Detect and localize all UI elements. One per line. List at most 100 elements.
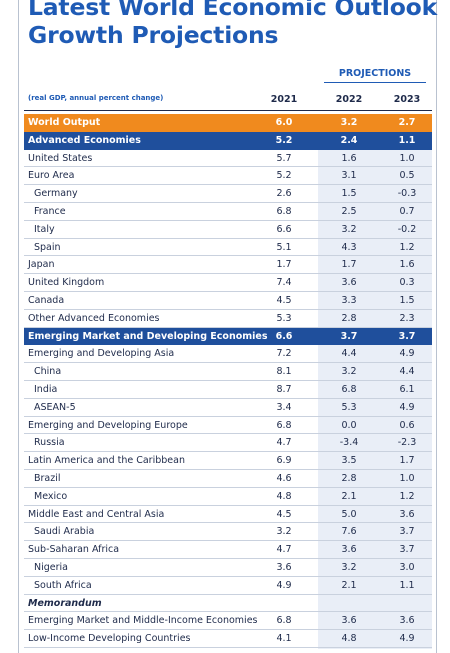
row-label: Brazil (34, 472, 61, 484)
cell-2021: 6.0 (275, 117, 293, 128)
table-row: South Africa 4.9 2.1 1.1 (24, 577, 432, 595)
row-label: France (34, 205, 66, 217)
cell-2022: 2.4 (340, 134, 358, 146)
cell-2021: 6.6 (276, 223, 292, 235)
cell-2022: 3.2 (341, 561, 357, 573)
cell-2022: 3.2 (341, 223, 357, 235)
row-label: Russia (34, 437, 65, 449)
cell-2022: 3.6 (341, 615, 357, 627)
cell-2022: 6.8 (341, 383, 357, 395)
cell-2021: 4.9 (276, 579, 292, 591)
table-row: Latin America and the Caribbean 6.9 3.5 1.7 (24, 452, 432, 470)
table-row: Emerging and Developing Europe 6.8 0.0 0.6 (24, 417, 432, 435)
cell-2021: 5.1 (276, 241, 292, 253)
cell-2023: 4.9 (399, 401, 415, 413)
row-label: Memorandum (28, 597, 102, 609)
cell-2023: -0.3 (397, 188, 417, 200)
table-row: ASEAN-5 3.4 5.3 4.9 (24, 399, 432, 417)
table-row: Euro Area 5.2 3.1 0.5 (24, 167, 432, 186)
table-row: Emerging and Developing Asia 7.2 4.4 4.9 (24, 345, 432, 364)
cell-2021: 4.6 (276, 472, 292, 484)
row-label: Germany (34, 188, 78, 200)
cell-2021: 6.8 (276, 615, 292, 627)
table-row: Italy 6.6 3.2 -0.2 (24, 221, 432, 239)
table-row: Mexico 4.8 2.1 1.2 (24, 488, 432, 506)
cell-2021: 4.5 (276, 508, 292, 520)
cell-2023: 4.9 (399, 633, 415, 645)
cell-2022: 1.6 (341, 152, 357, 164)
cell-2021: 5.2 (275, 134, 293, 146)
table-row: Emerging Market and Developing Economies… (24, 327, 432, 346)
cell-2021: 4.7 (276, 437, 292, 449)
cell-2023: 0.3 (399, 277, 415, 289)
cell-2021: 8.1 (276, 366, 292, 378)
cell-2021: 3.2 (276, 526, 292, 538)
card-right-edge (436, 0, 437, 653)
table-row: Sub-Saharan Africa 4.7 3.6 3.7 (24, 541, 432, 559)
cell-2022: 3.5 (341, 455, 357, 467)
cell-2023: 1.0 (399, 472, 415, 484)
row-label: Emerging Market and Developing Economies (28, 330, 268, 342)
table-row: India 8.7 6.8 6.1 (24, 381, 432, 399)
table-row: Germany 2.6 1.5 -0.3 (24, 185, 432, 203)
cell-2023: 6.1 (399, 383, 415, 395)
table-row: United States 5.7 1.6 1.0 (24, 150, 432, 168)
cell-2023: -0.2 (397, 223, 417, 235)
page-title: Latest World Economic Outlook Growth Pro… (28, 0, 438, 49)
row-label: Latin America and the Caribbean (28, 455, 185, 467)
cell-2021: 6.9 (276, 455, 292, 467)
cell-2022: 3.3 (341, 294, 357, 306)
cell-2021: 6.8 (276, 205, 292, 217)
row-label: Advanced Economies (28, 134, 141, 146)
growth-table: World Output 6.0 3.2 2.7 Advanced Economies 5… (24, 114, 432, 648)
table-row: Spain 5.1 4.3 1.2 (24, 239, 432, 257)
card-left-edge (18, 0, 19, 653)
cell-2021: 5.7 (276, 152, 292, 164)
cell-2021: 2.6 (276, 188, 292, 200)
row-label: Spain (34, 241, 61, 253)
projections-label: PROJECTIONS (338, 68, 412, 79)
cell-2022: 5.3 (341, 401, 357, 413)
row-label: Emerging and Developing Asia (28, 348, 175, 360)
cell-2021: 7.2 (276, 348, 292, 360)
cell-2023: 1.5 (399, 294, 415, 306)
table-row: Middle East and Central Asia 4.5 5.0 3.6 (24, 506, 432, 524)
cell-2022: 3.2 (340, 117, 358, 128)
projections-divider (324, 82, 426, 83)
cell-2022: 2.5 (341, 205, 357, 217)
row-label: United Kingdom (28, 277, 105, 289)
row-label: Euro Area (28, 170, 75, 182)
cell-2023: 4.9 (399, 348, 415, 360)
row-label: World Output (28, 117, 101, 128)
row-label: Mexico (34, 490, 68, 502)
cell-2021: 6.8 (276, 419, 292, 431)
row-label: Nigeria (34, 561, 68, 573)
cell-2022: 3.6 (341, 277, 357, 289)
table-row: Japan 1.7 1.7 1.6 (24, 256, 432, 275)
row-label: Emerging and Developing Europe (28, 419, 188, 431)
cell-2021: 3.6 (276, 561, 292, 573)
cell-2023: 2.7 (398, 117, 416, 128)
cell-2023: 1.6 (399, 259, 415, 271)
cell-2022: 2.1 (341, 490, 357, 502)
table-row: Memorandum (24, 595, 432, 613)
cell-2022: 1.7 (341, 259, 357, 271)
cell-2022: 2.8 (341, 472, 357, 484)
cell-2021: 8.7 (276, 383, 292, 395)
table-row: France 6.8 2.5 0.7 (24, 203, 432, 221)
table-row: Emerging Market and Middle-Income Econom… (24, 612, 432, 631)
projection-shade (318, 116, 432, 649)
table-row: Nigeria 3.6 3.2 3.0 (24, 559, 432, 577)
row-label: Low-Income Developing Countries (28, 633, 191, 645)
cell-2023: 1.1 (399, 579, 415, 591)
cell-2021: 5.2 (276, 170, 292, 182)
cell-2022: 2.8 (341, 312, 357, 324)
cell-2023: 4.4 (399, 366, 415, 378)
cell-2022: 1.5 (341, 188, 357, 200)
row-label: Emerging Market and Middle-Income Econom… (28, 615, 258, 627)
table-row: Brazil 4.6 2.8 1.0 (24, 470, 432, 488)
table-row: World Output 6.0 3.2 2.7 (24, 114, 432, 132)
cell-2022: 0.0 (341, 419, 357, 431)
cell-2022: 5.0 (341, 508, 357, 520)
cell-2023: 2.3 (399, 312, 415, 324)
